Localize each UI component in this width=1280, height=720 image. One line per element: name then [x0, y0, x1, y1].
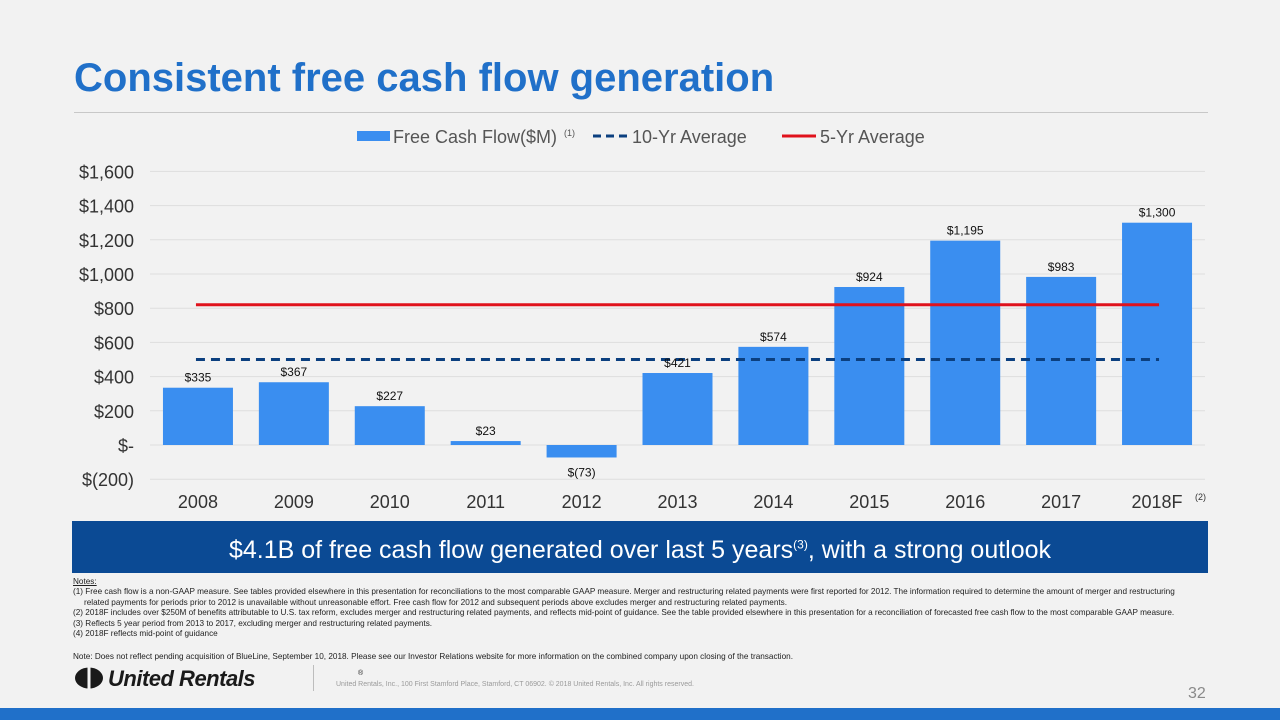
x-axis: 2008 2009 2010 2011 2012 2013 2014 2015 2016 2017…	[178, 492, 1206, 512]
average-lines	[195, 303, 1160, 361]
bar-2009	[258, 382, 329, 445]
value-label-2008: $335	[185, 371, 212, 385]
bar-2013	[642, 373, 713, 445]
x-tick-label-2013: 2013	[657, 492, 697, 512]
y-tick-label: $200	[94, 402, 134, 422]
value-label-2009: $367	[281, 365, 308, 379]
footer-divider	[313, 665, 314, 691]
bar-2018F	[1122, 222, 1193, 445]
footnotes: Notes: (1) Free cash flow is a non-GAAP …	[73, 577, 1243, 639]
x-tick-label-2015: 2015	[849, 492, 889, 512]
bar-2016	[930, 240, 1001, 445]
x-tick-label-2017: 2017	[1041, 492, 1081, 512]
legend: Free Cash Flow($M) (1) 10-Yr Average 5-Yr A…	[357, 127, 925, 147]
x-tick-label-2011: 2011	[466, 492, 505, 512]
note-1-continued: related payments for periods prior to 20…	[84, 597, 788, 607]
x-tick-label-2008: 2008	[178, 492, 218, 512]
legend-five-yr-label: 5-Yr Average	[820, 127, 925, 147]
note-3: (3) Reflects 5 year period from 2013 to …	[73, 618, 433, 628]
banner-text-main: $4.1B of free cash flow generated over l…	[228, 536, 794, 564]
note-4: (4) 2018F reflects mid-point of guidance	[73, 629, 218, 639]
legend-fcf-label: Free Cash Flow($M)	[393, 127, 557, 147]
value-label-2013: $421	[664, 356, 691, 370]
footer-copyright: United Rentals, Inc., 100 First Stamford…	[336, 681, 694, 688]
value-label-2011: $23	[476, 424, 496, 438]
title-divider	[74, 112, 1208, 113]
value-label-2015: $924	[856, 270, 883, 284]
y-tick-label: $-	[118, 436, 134, 456]
bar-2010	[354, 406, 425, 445]
note-1: (1) Free cash flow is a non-GAAP measure…	[73, 587, 1175, 597]
notes-heading: Notes:	[73, 577, 97, 586]
y-tick-label: $(200)	[82, 470, 134, 490]
logo-text: United Rentals	[108, 666, 256, 691]
y-axis: $(200) $- $200 $400 $600 $800 $1,000 $1,200 $1,4…	[79, 162, 134, 490]
y-tick-label: $800	[94, 299, 134, 319]
logo-registered-mark: ®	[358, 670, 364, 677]
y-tick-label: $600	[94, 333, 134, 353]
page-title: Consistent free cash flow generation	[74, 56, 775, 100]
page-number: 32	[1188, 685, 1206, 702]
x-tick-label-2010: 2010	[370, 492, 410, 512]
x-tick-label-2018F: 2018F	[1132, 492, 1183, 512]
y-tick-label: $1,400	[79, 197, 134, 217]
banner-footnote-ref: (3)	[793, 537, 808, 552]
banner-text-tail: , with a strong outlook	[807, 536, 1052, 564]
legend-fcf-swatch	[357, 131, 390, 141]
bar-2015	[834, 286, 905, 445]
fcf-bar-chart: $335 $367 $227 $23 $(73) $421 $574 $924 $1,195 $9…	[79, 127, 1206, 512]
value-label-2010: $227	[376, 389, 403, 403]
x-tick-label-2012: 2012	[562, 492, 602, 512]
logo-mark-icon	[75, 667, 103, 689]
value-label-2018F: $1,300	[1139, 206, 1176, 220]
acquisition-note: Note: Does not reflect pending acquisiti…	[73, 652, 794, 661]
value-label-2014: $574	[760, 330, 787, 344]
x-tick-label-2016: 2016	[945, 492, 985, 512]
bar-2008	[162, 387, 233, 445]
bottom-accent-bar	[0, 708, 1280, 720]
x-tick-label-2014: 2014	[753, 492, 793, 512]
x-tick-label-2009: 2009	[274, 492, 314, 512]
banner-text: $4.1B of free cash flow generated over l…	[229, 536, 1051, 565]
value-label-2016: $1,195	[947, 224, 984, 238]
legend-fcf-footnote-ref: (1)	[564, 128, 575, 138]
value-label-2017: $983	[1048, 260, 1075, 274]
bar-2012	[546, 445, 617, 458]
y-tick-label: $1,600	[79, 162, 134, 182]
x-tick-footnote-ref: (2)	[1195, 492, 1206, 502]
bar-2014	[738, 346, 809, 445]
value-labels: $335 $367 $227 $23 $(73) $421 $574 $924 $1,195 $9…	[185, 206, 1176, 480]
summary-banner: $4.1B of free cash flow generated over l…	[72, 521, 1208, 573]
bar-2011	[450, 441, 521, 445]
y-tick-label: $1,000	[79, 265, 134, 285]
note-2: (2) 2018F includes over $250M of benefit…	[73, 608, 1175, 618]
value-label-2012: $(73)	[568, 465, 596, 479]
bars	[162, 222, 1193, 458]
y-tick-label: $1,200	[79, 231, 134, 251]
legend-ten-yr-label: 10-Yr Average	[632, 127, 747, 147]
y-tick-label: $400	[94, 368, 134, 388]
